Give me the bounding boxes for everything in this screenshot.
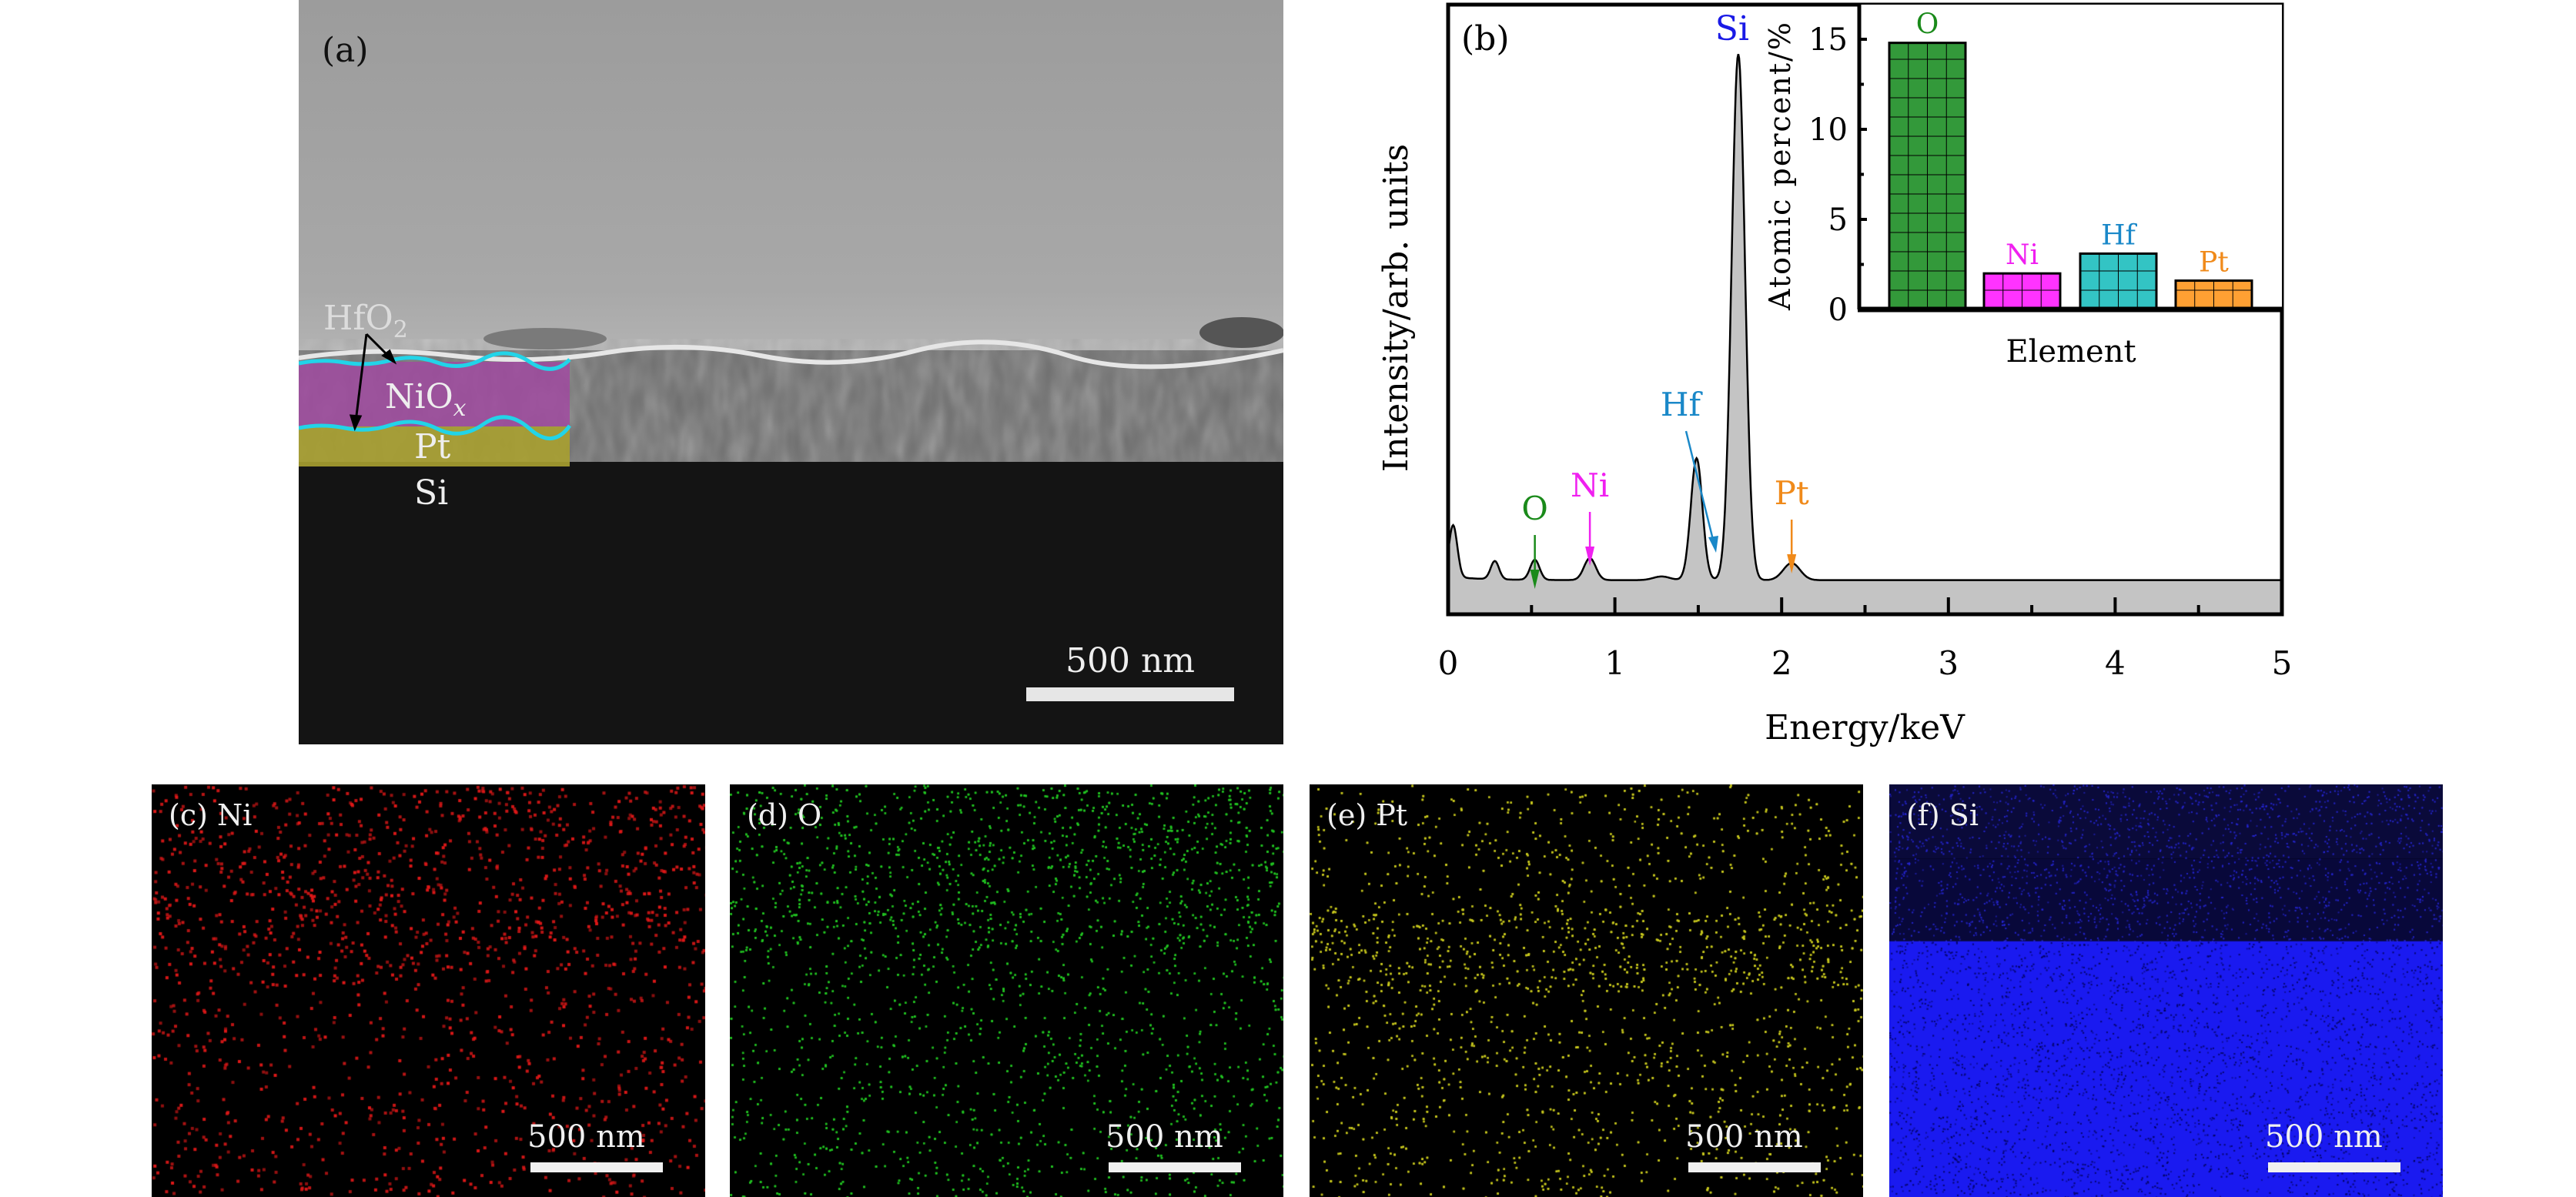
- inset-y-tick-label: 15: [1808, 22, 1848, 58]
- hfo2-bottom-interface-line: [299, 415, 572, 441]
- ni-map: (c) Ni 500 nm: [152, 784, 705, 1197]
- scale-bar: [1688, 1162, 1821, 1172]
- bar-label-ni: Ni: [2006, 239, 2039, 271]
- panel-a-label: (a): [322, 31, 369, 70]
- scale-bar: [530, 1162, 663, 1172]
- sem-surface-edge: [299, 339, 1283, 369]
- spectrum-line: [1447, 53, 2282, 581]
- inset-bar-chart: O Ni Hf Pt 0 5 10 15 Element Atomic percent/%: [1763, 5, 2282, 369]
- scale-bar-label: 500 nm: [1685, 1119, 1803, 1155]
- peak-annotations: Si Hf O Ni Pt: [1521, 9, 1809, 589]
- x-tick-label: 1: [1604, 644, 1625, 682]
- ni-map-image: [152, 784, 705, 1197]
- ni-map-label: (c) Ni: [169, 798, 253, 832]
- hf-arrowhead: [1708, 536, 1718, 553]
- scale-bar: [2268, 1162, 2400, 1172]
- scale-bar: [1026, 687, 1234, 701]
- x-tick-label: 3: [1938, 644, 1959, 682]
- o-map: (d) O 500 nm: [730, 784, 1283, 1197]
- scale-bar-label: 500 nm: [1066, 641, 1195, 680]
- niox-label: NiOx: [385, 377, 467, 422]
- inset-y-axis-label: Atomic percent/%: [1763, 21, 1797, 311]
- niox-layer-overlay: [299, 362, 570, 426]
- o-arrowhead: [1530, 570, 1540, 589]
- peak-label-o: O: [1521, 490, 1547, 527]
- eds-spectrum-chart: 0 1 2 3 4 5 (b) Energy/keV Intensity/arb. uni…: [1377, 2, 2293, 747]
- x-tick-label: 2: [1771, 644, 1792, 682]
- hfo2-pointer-arrows: [349, 333, 397, 432]
- si-map: (f) Si 500 nm: [1889, 784, 2443, 1197]
- inset-y-tick-label: 10: [1808, 112, 1848, 148]
- bar-label-o: O: [1916, 9, 1939, 41]
- peak-label-ni: Ni: [1571, 466, 1609, 504]
- sem-image-drawing: (a) HfO2 NiOx Pt Si 500 nm: [299, 0, 1283, 744]
- pt-arrowhead: [1787, 554, 1797, 573]
- sem-background-top: [299, 0, 1283, 362]
- bar-label-pt: Pt: [2199, 247, 2229, 279]
- si-map-label: (f) Si: [1906, 798, 1979, 832]
- o-map-label: (d) O: [747, 798, 822, 832]
- si-label: Si: [414, 473, 448, 513]
- scale-bar-label: 500 nm: [1106, 1119, 1223, 1155]
- sem-particle: [1199, 317, 1283, 348]
- scale-bar-label: 500 nm: [527, 1119, 645, 1155]
- hfo2-label: HfO2: [323, 299, 408, 343]
- x-tick-label: 0: [1438, 644, 1459, 682]
- pt-map: (e) Pt 500 nm: [1310, 784, 1863, 1197]
- ni-arrowhead: [1585, 547, 1595, 566]
- peak-label-hf: Hf: [1661, 386, 1704, 423]
- peak-label-si: Si: [1715, 9, 1749, 48]
- x-tick-label: 5: [2272, 644, 2293, 682]
- x-axis-ticks: 0 1 2 3 4 5: [1438, 597, 2293, 682]
- hfo2-top-interface-line: [299, 351, 571, 371]
- pt-label: Pt: [414, 427, 451, 466]
- o-map-image: [730, 784, 1283, 1197]
- pt-map-label: (e) Pt: [1326, 798, 1408, 832]
- pt-layer-overlay: [299, 426, 570, 466]
- bar-label-hf: Hf: [2101, 219, 2137, 251]
- hf-arrow: [1684, 430, 1715, 543]
- scale-bar: [1109, 1162, 1241, 1172]
- si-map-image: [1889, 784, 2443, 1197]
- x-tick-label: 4: [2105, 644, 2126, 682]
- inset-y-tick-label: 0: [1828, 293, 1848, 328]
- inset-x-axis-label: Element: [2006, 334, 2136, 369]
- scale-bar-label: 500 nm: [2265, 1119, 2383, 1155]
- sem-particle: [483, 328, 607, 349]
- peak-label-pt: Pt: [1775, 474, 1809, 512]
- sem-cross-section-image: (a) HfO2 NiOx Pt Si 500 nm: [299, 0, 1283, 744]
- pt-map-image: [1310, 784, 1863, 1197]
- inset-y-tick-label: 5: [1828, 202, 1848, 238]
- y-axis-label: Intensity/arb. units: [1377, 144, 1416, 472]
- panel-b-label: (b): [1461, 19, 1510, 59]
- x-axis-label: Energy/keV: [1765, 708, 1965, 747]
